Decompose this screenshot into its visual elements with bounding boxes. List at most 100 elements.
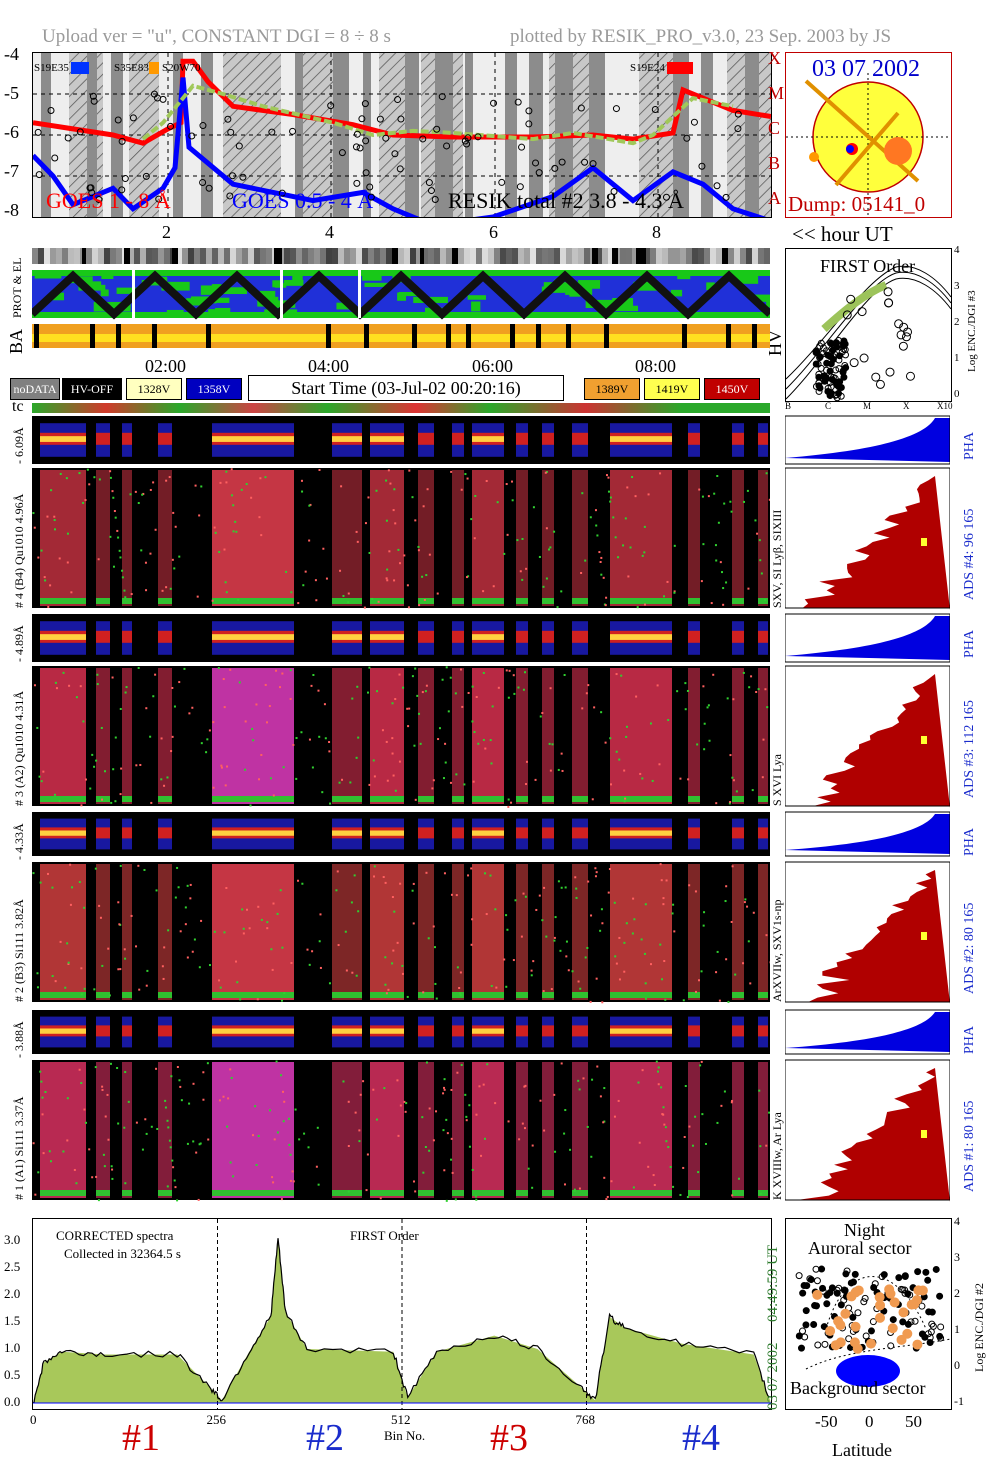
- spectrogram-edge: [472, 796, 504, 802]
- spectrogram-edge: [732, 1190, 744, 1196]
- spectrogram-noise: [704, 1142, 707, 1145]
- spectrogram-noise: [629, 546, 632, 549]
- spectrogram-noise: [366, 1153, 369, 1156]
- spectrogram-noise: [723, 1090, 726, 1093]
- auroral-point: [850, 1321, 861, 1332]
- map-point: [814, 1341, 822, 1349]
- map-point: [861, 1294, 869, 1302]
- prot-el-cell: [290, 248, 296, 264]
- badge-1389v: 1389V: [584, 378, 640, 400]
- spectrogram-noise: [96, 673, 99, 676]
- resik-sample-point: [239, 173, 247, 181]
- spectrogram-noise: [123, 948, 126, 951]
- spectrogram-band: [516, 668, 528, 804]
- spectrogram-noise: [605, 596, 608, 599]
- resik-sample-point: [722, 193, 730, 201]
- spectrogram-noise: [656, 684, 659, 687]
- spectrogram-edge: [212, 1190, 294, 1196]
- spectrogram-noise: [485, 913, 488, 916]
- prot-el-cell: [686, 248, 692, 264]
- spectrogram-noise: [450, 1158, 453, 1161]
- spectrogram-band: [452, 1062, 464, 1198]
- map-point: [799, 1327, 807, 1335]
- resik-sample-point: [199, 179, 207, 187]
- spectrogram-noise: [321, 791, 324, 794]
- prot-el-cell: [374, 248, 380, 264]
- spectrogram-noise: [38, 775, 41, 778]
- spectrogram-noise: [306, 948, 309, 951]
- spectrogram-noise: [707, 704, 710, 707]
- spectrogram-noise: [397, 1134, 400, 1137]
- spectrogram-noise: [67, 961, 70, 964]
- spectrogram-noise: [446, 1132, 449, 1135]
- spectrogram-noise: [613, 1115, 616, 1118]
- spectrogram-noise: [518, 1138, 521, 1141]
- ba-feature: [186, 298, 205, 306]
- spectrogram-noise: [336, 870, 339, 873]
- spectrogram-band: [688, 1062, 700, 1198]
- spectrogram-noise: [186, 884, 189, 887]
- spectrogram-noise: [497, 686, 500, 689]
- spectrogram-noise: [116, 529, 119, 532]
- spectrogram-noise: [593, 706, 596, 709]
- resik-sample-point: [88, 189, 96, 197]
- ba-feature: [543, 282, 581, 292]
- ads-histogram: [813, 674, 950, 808]
- spectrogram-band: [212, 668, 294, 804]
- spectrogram-noise: [604, 604, 607, 607]
- spectrogram-noise: [726, 697, 729, 700]
- time-tick: 02:00: [145, 356, 187, 376]
- spectrogram-noise: [663, 960, 666, 963]
- map-y-tick: 2: [954, 1286, 960, 1300]
- spectrogram-noise: [421, 1116, 424, 1119]
- spectrogram-noise: [80, 804, 83, 807]
- spectrogram-noise: [124, 596, 127, 599]
- spectrogram-noise: [607, 476, 610, 479]
- spectrogram-noise: [112, 768, 115, 771]
- spectrogram-noise: [483, 1137, 486, 1140]
- spectrogram-noise: [211, 599, 214, 602]
- spectrogram-noise: [408, 707, 411, 710]
- spectrogram-noise: [342, 594, 345, 597]
- spectrogram-noise: [659, 943, 662, 946]
- spectrogram-noise: [623, 769, 626, 772]
- resik-sample-point: [338, 149, 346, 157]
- spectrogram-noise: [100, 726, 103, 729]
- channel-pha-label: - 6.09Å: [12, 427, 26, 464]
- spectrogram-noise: [32, 512, 35, 515]
- pha-peak: [418, 630, 434, 643]
- spectrogram-noise: [505, 985, 508, 988]
- spectrogram-noise: [206, 1062, 209, 1065]
- spectrogram-noise: [647, 493, 650, 496]
- spectrogram-band: [542, 1062, 554, 1198]
- spectrogram-noise: [554, 916, 557, 919]
- spectrogram-noise: [468, 1145, 471, 1148]
- resik-sample-point: [35, 171, 43, 179]
- first-order-point: [822, 366, 830, 374]
- spectrogram-noise: [62, 671, 65, 674]
- spectrogram-noise: [40, 780, 43, 783]
- ba-feature: [100, 289, 109, 297]
- spectrogram-noise: [643, 603, 646, 606]
- spectrogram-noise: [473, 731, 476, 734]
- spectrogram-noise: [623, 941, 626, 944]
- spectrogram-noise: [660, 879, 663, 882]
- spectrogram-noise: [435, 997, 438, 1000]
- spectrogram-noise: [734, 973, 737, 976]
- spectrogram-noise: [347, 592, 350, 595]
- pha-peak: [542, 432, 554, 445]
- spectrogram-noise: [523, 1127, 526, 1130]
- spectrogram-noise: [586, 1125, 589, 1128]
- spectrogram-noise: [75, 1182, 78, 1185]
- prot-el-cell: [56, 248, 62, 264]
- spectrogram-noise: [591, 1078, 594, 1081]
- spectrogram-noise: [414, 1190, 417, 1193]
- resik-sample-point: [47, 106, 55, 114]
- prot-el-cell: [548, 248, 554, 264]
- spectrogram-edge: [40, 992, 86, 998]
- spectrogram-noise: [730, 920, 733, 923]
- spectrogram-noise: [725, 885, 728, 888]
- spectrogram-noise: [698, 979, 701, 982]
- spectrogram-edge: [212, 796, 294, 802]
- spectrogram-edge: [452, 796, 464, 802]
